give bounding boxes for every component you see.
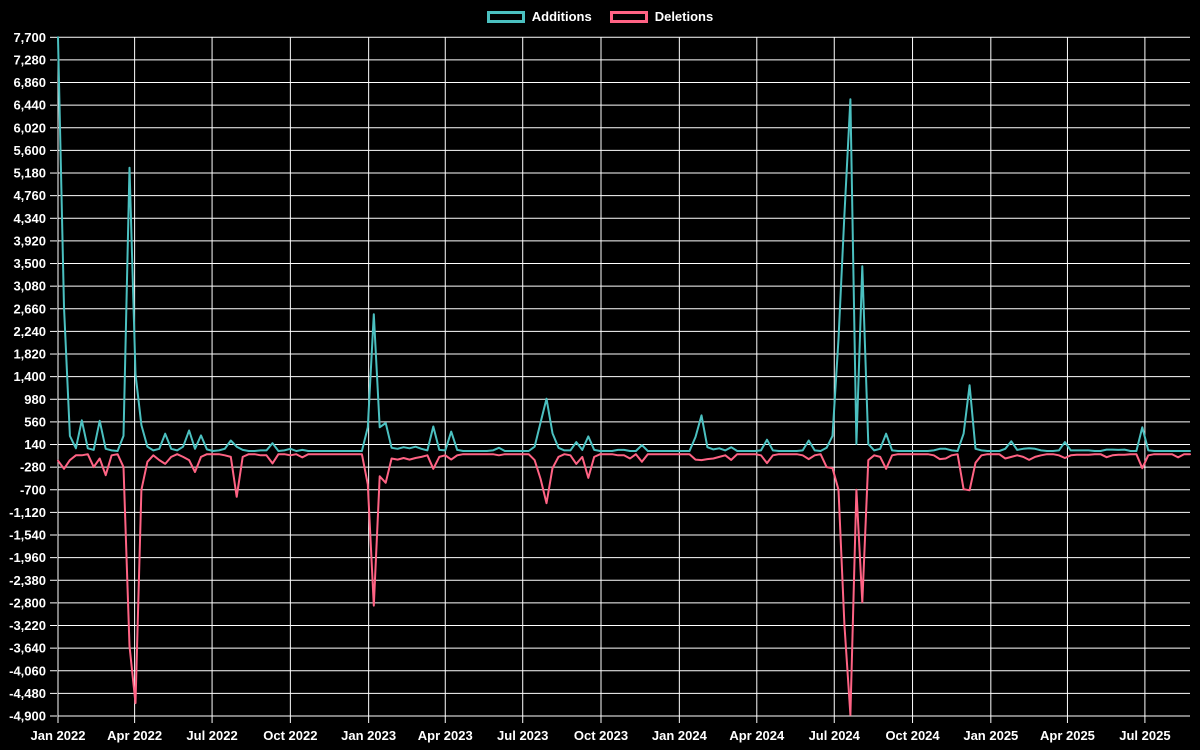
x-axis-ticks: Jan 2022 Apr 2022 Jul 2022 Oct 2022 Jan 2023… — [31, 716, 1171, 743]
x-tick-label: Jul 2025 — [1119, 728, 1170, 743]
y-tick-label: 6,860 — [13, 75, 46, 90]
y-tick-label: 1,400 — [13, 369, 46, 384]
x-tick-label: Jan 2022 — [31, 728, 86, 743]
y-tick-label: 6,020 — [13, 120, 46, 135]
y-tick-label: 7,700 — [13, 30, 46, 45]
y-tick-label: 1,820 — [13, 347, 46, 362]
y-tick-label: -2,380 — [9, 573, 46, 588]
x-tick-label: Apr 2025 — [1040, 728, 1095, 743]
x-tick-label: Apr 2022 — [107, 728, 162, 743]
y-tick-label: 5,180 — [13, 166, 46, 181]
y-tick-label: -700 — [20, 482, 46, 497]
y-tick-label: -3,220 — [9, 618, 46, 633]
x-tick-label: Oct 2022 — [263, 728, 317, 743]
deletions-legend-label: Deletions — [654, 9, 714, 24]
x-tick-label: Oct 2024 — [885, 728, 940, 743]
deletions-line[interactable] — [57, 453, 1191, 716]
gridlines — [57, 36, 1190, 717]
legend-item-deletions[interactable]: Deletions — [609, 9, 714, 24]
additions-swatch — [486, 11, 525, 23]
y-tick-label: -2,800 — [9, 595, 46, 610]
y-tick-label: -1,960 — [9, 550, 46, 565]
y-tick-label: -1,540 — [9, 528, 46, 543]
y-tick-label: -4,900 — [9, 709, 46, 724]
y-tick-label: -4,060 — [9, 663, 46, 678]
x-tick-label: Jan 2023 — [341, 728, 396, 743]
x-tick-label: Apr 2024 — [729, 728, 785, 743]
y-tick-label: 6,440 — [13, 98, 46, 113]
x-tick-label: Jul 2022 — [186, 728, 237, 743]
legend-item-additions[interactable]: Additions — [486, 9, 592, 24]
y-axis-ticks: 7,700 7,280 6,860 6,440 6,020 5,600 5,180 4,760… — [9, 30, 57, 724]
x-tick-label: Jul 2023 — [497, 728, 548, 743]
y-tick-label: -1,120 — [9, 505, 46, 520]
additions-line[interactable] — [57, 36, 1191, 452]
x-tick-label: Oct 2023 — [574, 728, 628, 743]
x-tick-label: Apr 2023 — [418, 728, 473, 743]
y-tick-label: 2,240 — [13, 324, 46, 339]
y-tick-label: 5,600 — [13, 143, 46, 158]
deletions-swatch — [609, 11, 648, 23]
x-tick-label: Jan 2024 — [652, 728, 708, 743]
y-tick-label: 560 — [24, 414, 46, 429]
y-tick-label: -3,640 — [9, 641, 46, 656]
y-tick-label: 140 — [24, 437, 46, 452]
y-tick-label: 3,080 — [13, 279, 46, 294]
chart-legend: Additions Deletions — [0, 6, 1200, 28]
y-tick-label: -4,480 — [9, 686, 46, 701]
x-tick-label: Jul 2024 — [809, 728, 861, 743]
y-tick-label: 7,280 — [13, 52, 46, 67]
y-tick-label: 4,340 — [13, 211, 46, 226]
y-tick-label: 3,920 — [13, 233, 46, 248]
additions-legend-label: Additions — [531, 9, 592, 24]
y-tick-label: 3,500 — [13, 256, 46, 271]
y-tick-label: 980 — [24, 392, 46, 407]
x-tick-label: Jan 2025 — [963, 728, 1018, 743]
y-tick-label: -280 — [20, 460, 46, 475]
y-tick-label: 2,660 — [13, 301, 46, 316]
y-tick-label: 4,760 — [13, 188, 46, 203]
